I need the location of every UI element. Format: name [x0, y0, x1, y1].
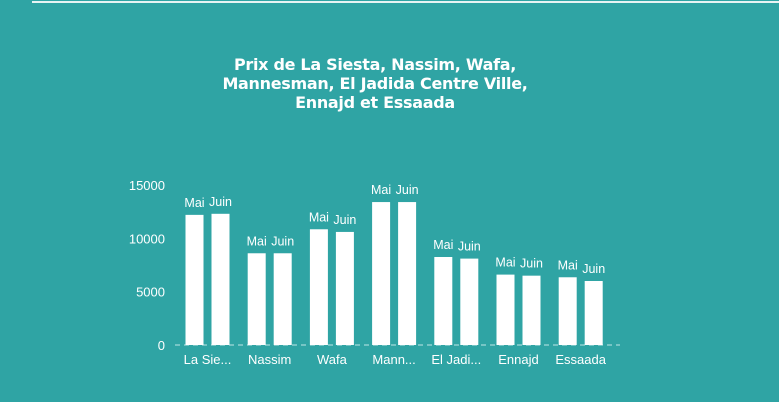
data-label: Juin [582, 262, 605, 276]
y-tick-label: 10000 [129, 231, 165, 246]
bar-juin[interactable] [335, 231, 354, 345]
data-label: Mai [371, 183, 391, 197]
data-label: Juin [333, 213, 356, 227]
x-tick-label: Mann... [372, 352, 415, 367]
bar-mai[interactable] [434, 257, 453, 345]
x-tick-label: Nassim [248, 352, 291, 367]
data-label: Mai [309, 210, 329, 224]
bar-mai[interactable] [309, 229, 328, 345]
chart-title: Prix de La Siesta, Nassim, Wafa, Mannesm… [150, 55, 600, 112]
bar-juin[interactable] [398, 202, 417, 345]
bar-mai[interactable] [496, 274, 515, 345]
title-line: Mannesman, El Jadida Centre Ville, [222, 74, 528, 93]
top-divider [32, 1, 779, 3]
data-label: Juin [458, 240, 481, 254]
x-tick-label: Wafa [317, 352, 348, 367]
bar-mai[interactable] [372, 202, 391, 345]
y-tick-label: 0 [158, 338, 165, 353]
data-label: Juin [271, 234, 294, 248]
data-label: Mai [184, 196, 204, 210]
title-line: Ennajd et Essaada [295, 93, 455, 112]
data-label: Juin [396, 183, 419, 197]
data-label: Juin [209, 195, 232, 209]
x-tick-label: Ennajd [498, 352, 538, 367]
x-tick-label: El Jadi... [431, 352, 481, 367]
data-label: Mai [495, 256, 515, 270]
bar-mai[interactable] [558, 277, 577, 345]
bar-juin[interactable] [460, 258, 479, 345]
y-tick-label: 5000 [136, 285, 165, 300]
bar-juin[interactable] [584, 281, 603, 345]
y-tick-label: 15000 [129, 178, 165, 193]
title-line: Prix de La Siesta, Nassim, Wafa, [233, 55, 517, 74]
bar-mai[interactable] [185, 214, 204, 345]
bar-juin[interactable] [273, 253, 292, 345]
bar-juin[interactable] [522, 275, 541, 345]
bar-juin[interactable] [211, 213, 230, 345]
data-label: Juin [520, 257, 543, 271]
data-label: Mai [433, 238, 453, 252]
data-label: Mai [558, 258, 578, 272]
data-label: Mai [247, 234, 267, 248]
x-tick-label: Essaada [555, 352, 606, 367]
x-tick-label: La Sie... [184, 352, 232, 367]
bar-mai[interactable] [247, 253, 266, 345]
